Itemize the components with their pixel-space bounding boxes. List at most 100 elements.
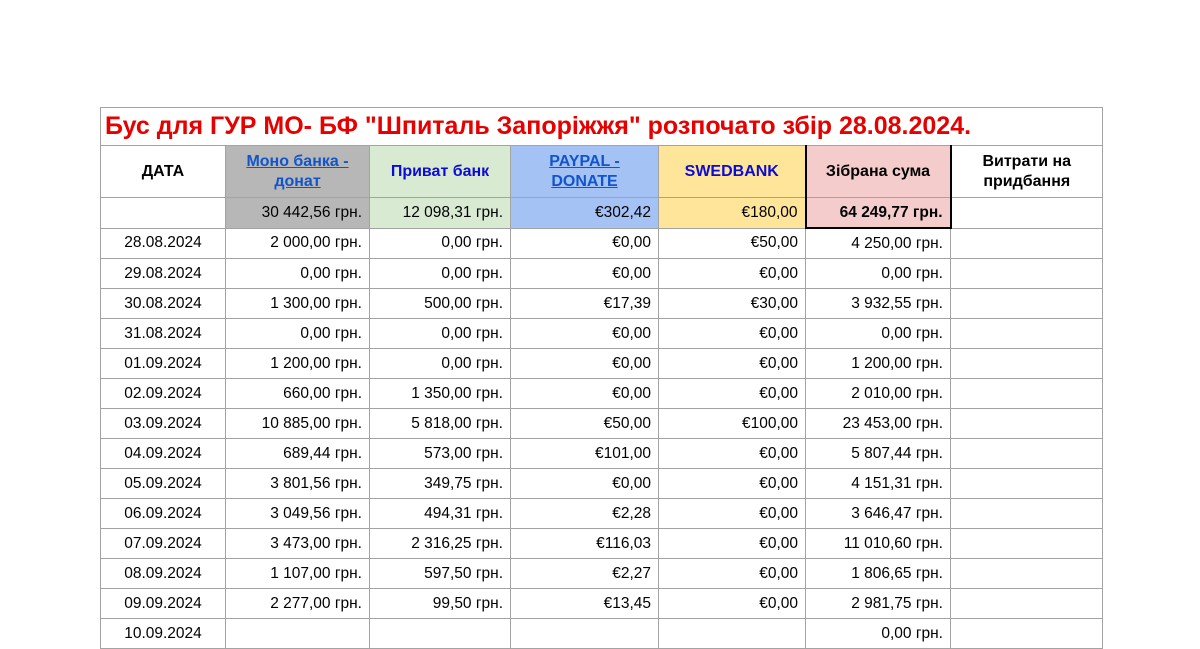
- cell-date: 05.09.2024: [100, 468, 226, 499]
- total-date: [100, 197, 226, 229]
- column-header-label-privat: Приват банк: [390, 162, 490, 180]
- cell-paypal: €0,00: [510, 378, 659, 409]
- table-row: 09.09.2024 2 277,00 грн. 99,50 грн. €13,45 €…: [100, 588, 1103, 619]
- table-row: 03.09.2024 10 885,00 грн. 5 818,00 грн. €50…: [100, 408, 1103, 439]
- cell-expenses: [950, 438, 1103, 469]
- cell-swedbank: €0,00: [658, 498, 806, 529]
- cell-paypal: €2,28: [510, 498, 659, 529]
- cell-swedbank: €0,00: [658, 558, 806, 589]
- cell-privat: 0,00 грн.: [369, 348, 511, 379]
- cell-expenses: [950, 588, 1103, 619]
- cell-date: 28.08.2024: [100, 227, 226, 259]
- cell-swedbank: €0,00: [658, 348, 806, 379]
- table-row: 01.09.2024 1 200,00 грн. 0,00 грн. €0,00 €0,…: [100, 348, 1103, 379]
- cell-total: 5 807,44 грн.: [805, 438, 951, 469]
- cell-privat: 573,00 грн.: [369, 438, 511, 469]
- cell-mono: 1 107,00 грн.: [225, 558, 370, 589]
- total-paypal: €302,42: [510, 197, 659, 229]
- spreadsheet: Бус для ГУР МО- БФ "Шпиталь Запоріжжя" р…: [100, 107, 1103, 649]
- cell-swedbank: €30,00: [658, 288, 806, 319]
- cell-paypal: [510, 618, 659, 649]
- table-body: 28.08.2024 2 000,00 грн. 0,00 грн. €0,00 €50…: [100, 227, 1103, 649]
- cell-expenses: [950, 227, 1103, 259]
- table-row: 10.09.2024 0,00 грн.: [100, 618, 1103, 649]
- cell-date: 08.09.2024: [100, 558, 226, 589]
- total-privat: 12 098,31 грн.: [369, 197, 511, 229]
- table-row: 30.08.2024 1 300,00 грн. 500,00 грн. €17,39…: [100, 288, 1103, 319]
- cell-total: 4 250,00 грн.: [805, 227, 951, 259]
- cell-paypal: €17,39: [510, 288, 659, 319]
- cell-expenses: [950, 378, 1103, 409]
- cell-mono: 0,00 грн.: [225, 318, 370, 349]
- cell-mono: 3 049,56 грн.: [225, 498, 370, 529]
- cell-date: 07.09.2024: [100, 528, 226, 559]
- table-row: 05.09.2024 3 801,56 грн. 349,75 грн. €0,00 €…: [100, 468, 1103, 499]
- cell-total: 2 010,00 грн.: [805, 378, 951, 409]
- cell-mono: 2 277,00 грн.: [225, 588, 370, 619]
- cell-date: 10.09.2024: [100, 618, 226, 649]
- cell-privat: 0,00 грн.: [369, 318, 511, 349]
- cell-swedbank: €100,00: [658, 408, 806, 439]
- column-header-mono: Моно банка - донат: [225, 145, 370, 198]
- cell-total: 0,00 грн.: [805, 258, 951, 289]
- cell-date: 01.09.2024: [100, 348, 226, 379]
- cell-expenses: [950, 348, 1103, 379]
- cell-mono: 1 200,00 грн.: [225, 348, 370, 379]
- cell-expenses: [950, 528, 1103, 559]
- cell-expenses: [950, 558, 1103, 589]
- column-header-swedbank: SWEDBANK: [658, 145, 806, 198]
- donation-table: Бус для ГУР МО- БФ "Шпиталь Запоріжжя" р…: [100, 107, 1103, 649]
- cell-total: 2 981,75 грн.: [805, 588, 951, 619]
- cell-total: 4 151,31 грн.: [805, 468, 951, 499]
- cell-date: 04.09.2024: [100, 438, 226, 469]
- table-row: 04.09.2024 689,44 грн. 573,00 грн. €101,00 €…: [100, 438, 1103, 469]
- cell-expenses: [950, 618, 1103, 649]
- cell-swedbank: [658, 618, 806, 649]
- cell-total: 3 932,55 грн.: [805, 288, 951, 319]
- cell-swedbank: €0,00: [658, 468, 806, 499]
- column-header-label-date: ДАТА: [141, 162, 185, 180]
- cell-paypal: €13,45: [510, 588, 659, 619]
- column-header-label-swedbank: SWEDBANK: [684, 162, 779, 180]
- cell-total: 0,00 грн.: [805, 318, 951, 349]
- cell-date: 09.09.2024: [100, 588, 226, 619]
- cell-privat: 500,00 грн.: [369, 288, 511, 319]
- cell-swedbank: €0,00: [658, 528, 806, 559]
- cell-privat: 2 316,25 грн.: [369, 528, 511, 559]
- cell-swedbank: €0,00: [658, 318, 806, 349]
- cell-expenses: [950, 258, 1103, 289]
- column-header-link-mono[interactable]: Моно банка - донат: [246, 152, 349, 190]
- table-row: 08.09.2024 1 107,00 грн. 597,50 грн. €2,27 €…: [100, 558, 1103, 589]
- column-header-date: ДАТА: [100, 145, 226, 198]
- cell-mono: 689,44 грн.: [225, 438, 370, 469]
- table-row: 02.09.2024 660,00 грн. 1 350,00 грн. €0,00 €…: [100, 378, 1103, 409]
- cell-paypal: €0,00: [510, 227, 659, 259]
- column-header-privat: Приват банк: [369, 145, 511, 198]
- cell-date: 02.09.2024: [100, 378, 226, 409]
- column-header-label-expenses: Витрати на придбання: [982, 152, 1072, 190]
- cell-paypal: €2,27: [510, 558, 659, 589]
- total-expenses: [950, 197, 1103, 229]
- cell-paypal: €116,03: [510, 528, 659, 559]
- cell-swedbank: €0,00: [658, 378, 806, 409]
- cell-paypal: €0,00: [510, 318, 659, 349]
- column-header-label-total: Зібрана сума: [825, 162, 931, 180]
- table-row: 29.08.2024 0,00 грн. 0,00 грн. €0,00 €0,00 0,…: [100, 258, 1103, 289]
- cell-privat: 0,00 грн.: [369, 258, 511, 289]
- cell-date: 31.08.2024: [100, 318, 226, 349]
- cell-expenses: [950, 498, 1103, 529]
- cell-privat: 99,50 грн.: [369, 588, 511, 619]
- total-swedbank: €180,00: [658, 197, 806, 229]
- cell-total: 11 010,60 грн.: [805, 528, 951, 559]
- cell-date: 03.09.2024: [100, 408, 226, 439]
- cell-mono: [225, 618, 370, 649]
- cell-expenses: [950, 408, 1103, 439]
- title-row: Бус для ГУР МО- БФ "Шпиталь Запоріжжя" р…: [100, 107, 1103, 146]
- cell-paypal: €101,00: [510, 438, 659, 469]
- cell-expenses: [950, 468, 1103, 499]
- column-header-link-paypal[interactable]: PAYPAL - DONATE: [549, 152, 620, 190]
- cell-total: 1 806,65 грн.: [805, 558, 951, 589]
- total-mono: 30 442,56 грн.: [225, 197, 370, 229]
- cell-swedbank: €50,00: [658, 227, 806, 259]
- total-total: 64 249,77 грн.: [804, 197, 952, 229]
